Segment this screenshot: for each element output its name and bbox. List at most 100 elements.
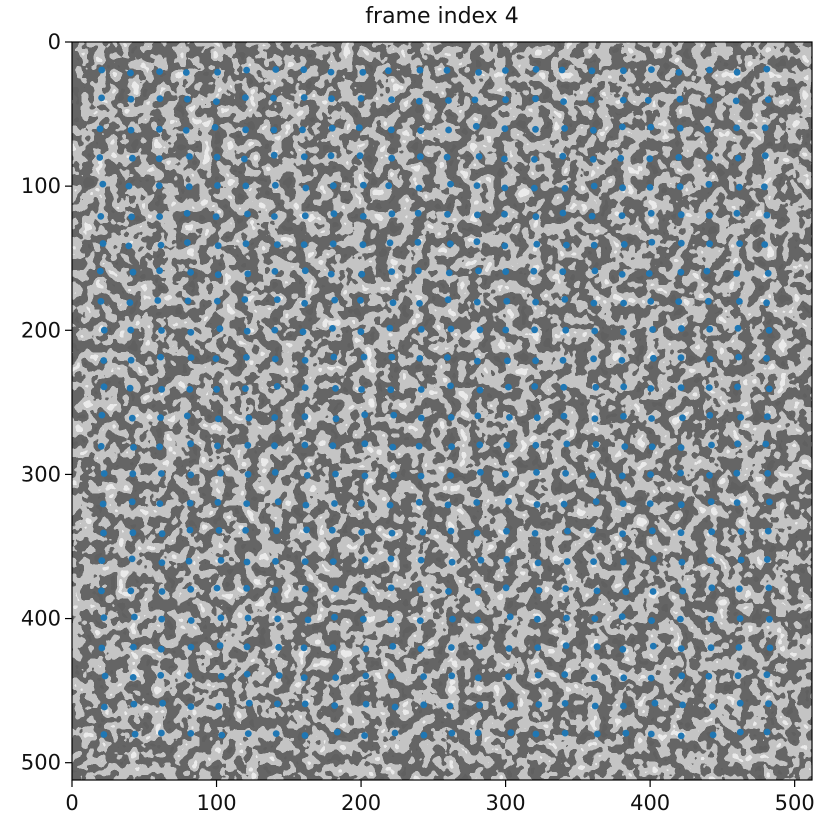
scatter-point [97, 442, 105, 450]
scatter-point [706, 325, 714, 333]
scatter-point [532, 441, 540, 449]
scatter-point [215, 702, 223, 710]
scatter-point [619, 96, 627, 104]
scatter-point [766, 498, 773, 506]
scatter-point [332, 415, 340, 423]
scatter-point [763, 671, 771, 679]
scatter-point [242, 385, 249, 392]
scatter-point [647, 730, 655, 738]
scatter-point [216, 642, 224, 649]
scatter-point [476, 643, 483, 651]
scatter-point [156, 267, 164, 275]
scatter-point [157, 414, 164, 422]
scatter-point [300, 241, 308, 249]
scatter-point [448, 672, 456, 680]
scatter-point [448, 443, 455, 451]
scatter-point [620, 412, 627, 420]
scatter-point [593, 730, 601, 738]
scatter-point [507, 701, 514, 709]
scatter-point [590, 299, 598, 307]
scatter-point [420, 673, 427, 680]
scatter-point [675, 298, 683, 305]
scatter-point [390, 472, 397, 479]
scatter-point [331, 500, 338, 507]
scatter-point [765, 700, 772, 708]
scatter-point [300, 644, 308, 652]
scatter-point [502, 96, 509, 104]
scatter-point [245, 414, 253, 422]
scatter-point [185, 557, 193, 565]
scatter-point [617, 154, 625, 162]
scatter-point [389, 299, 397, 307]
scatter-point [647, 123, 655, 131]
scatter-point [329, 442, 337, 450]
scatter-point [301, 267, 309, 275]
scatter-point [128, 213, 136, 221]
scatter-point [327, 270, 335, 278]
scatter-point [214, 68, 222, 76]
scatter-point [592, 498, 600, 505]
scatter-point [415, 97, 423, 105]
scatter-point [561, 184, 569, 192]
scatter-point [709, 731, 717, 739]
scatter-point [187, 328, 195, 336]
scatter-point [447, 414, 455, 421]
scatter-point [131, 613, 138, 621]
scatter-point [533, 414, 541, 422]
scatter-point [704, 125, 711, 133]
scatter-point [676, 183, 684, 191]
scatter-point [764, 470, 772, 477]
scatter-point [301, 732, 309, 739]
scatter-point [473, 499, 481, 506]
scatter-point [187, 354, 195, 361]
scatter-point [388, 353, 396, 361]
scatter-point [387, 555, 395, 563]
scatter-point [560, 412, 568, 420]
scatter-point [244, 470, 252, 478]
scatter-point [157, 353, 165, 361]
scatter-point [130, 643, 137, 651]
scatter-point [589, 156, 597, 163]
scatter-point [218, 731, 226, 739]
scatter-point [732, 97, 740, 105]
scatter-point [127, 95, 135, 103]
scatter-point [561, 124, 568, 132]
scatter-point [761, 124, 769, 132]
scatter-point [416, 66, 424, 74]
scatter-point [590, 558, 597, 565]
scatter-point [186, 153, 193, 160]
scatter-point [214, 415, 222, 423]
scatter-point [476, 386, 484, 394]
scatter-point [678, 325, 685, 332]
scatter-point [187, 703, 195, 710]
scatter-point [562, 326, 570, 334]
scatter-point [156, 213, 164, 221]
scatter-point [99, 500, 107, 508]
scatter-point [734, 440, 741, 448]
scatter-point [445, 269, 453, 277]
scatter-point [677, 615, 684, 623]
scatter-point [158, 327, 165, 334]
scatter-point [417, 386, 425, 393]
scatter-point [762, 440, 770, 448]
scatter-point [620, 299, 627, 307]
scatter-point [98, 557, 106, 564]
scatter-point [329, 325, 336, 332]
x-tick-label: 300 [486, 791, 526, 815]
y-tick-label: 0 [48, 30, 61, 54]
scatter-point [332, 470, 339, 478]
scatter-point [761, 183, 768, 191]
scatter-point [415, 184, 423, 192]
scatter-point [359, 213, 367, 220]
scatter-point [533, 501, 541, 508]
scatter-point [129, 674, 137, 681]
scatter-point [331, 613, 338, 621]
scatter-point [563, 440, 571, 448]
scatter-point [214, 182, 221, 189]
scatter-point [127, 587, 135, 595]
scatter-point [676, 124, 684, 132]
scatter-point [533, 240, 541, 248]
scatter-point [417, 326, 425, 333]
scatter-point [272, 181, 279, 189]
